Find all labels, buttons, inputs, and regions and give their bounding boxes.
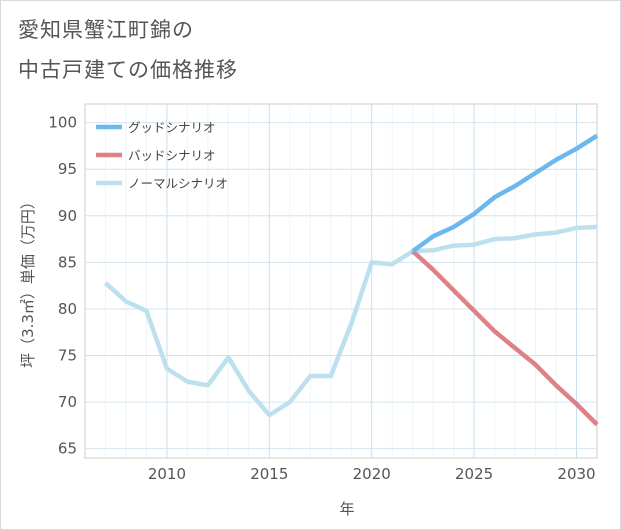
series-line — [103, 224, 598, 418]
x-tick-label: 2015 — [250, 465, 288, 483]
x-tick-label: 2010 — [148, 465, 186, 483]
y-tick-label: 90 — [58, 207, 77, 225]
chart-title-line-1: 愛知県蟹江町錦の — [18, 18, 194, 42]
x-tick-label: 2030 — [557, 465, 595, 483]
y-tick-label: 95 — [58, 160, 77, 178]
legend-label: グッドシナリオ — [128, 120, 216, 135]
plot-area — [84, 103, 598, 459]
legend-label: ノーマルシナリオ — [128, 176, 228, 191]
x-axis-title: 年 — [339, 500, 354, 518]
x-tick-label: 2025 — [455, 465, 493, 483]
y-tick-label: 100 — [48, 114, 77, 132]
legend-label: バッドシナリオ — [128, 148, 216, 163]
y-tick-label: 70 — [58, 393, 77, 411]
y-tick-label: 85 — [58, 253, 77, 271]
y-axis-title: 坪（3.3㎡）単価（万円） — [19, 194, 37, 368]
series-line — [411, 249, 599, 427]
y-tick-label: 75 — [58, 347, 77, 365]
x-tick-label: 2020 — [353, 465, 391, 483]
y-tick-label: 80 — [58, 300, 77, 318]
chart-title-line-2: 中古戸建ての価格推移 — [18, 58, 238, 82]
y-tick-label: 65 — [58, 440, 77, 458]
series-line — [411, 133, 599, 254]
